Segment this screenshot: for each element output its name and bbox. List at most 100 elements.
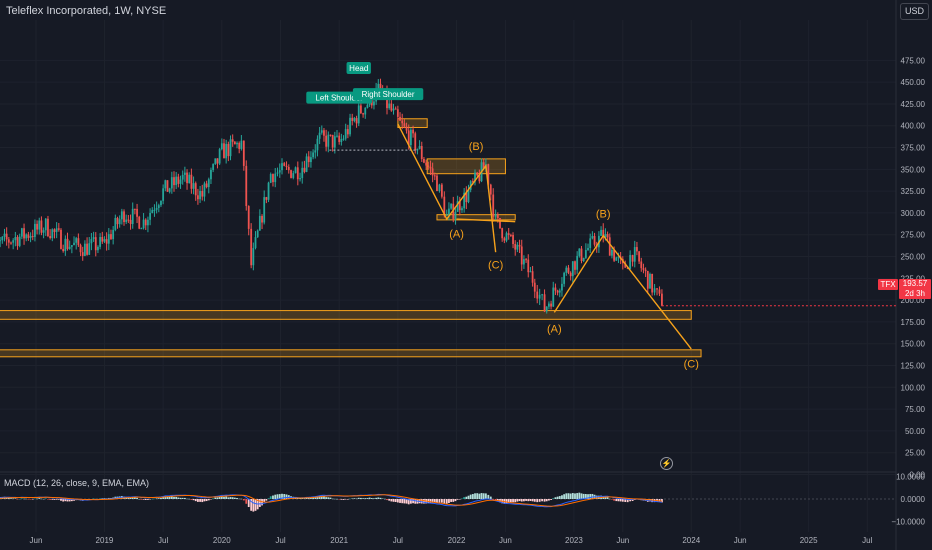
macd-histogram-bar bbox=[285, 494, 288, 499]
macd-histogram-bar bbox=[269, 496, 272, 499]
macd-histogram-bar bbox=[533, 499, 536, 502]
macd-histogram-bar bbox=[331, 498, 334, 500]
macd-histogram-bar bbox=[489, 496, 492, 499]
macd-histogram-bar bbox=[584, 494, 587, 499]
candle-body bbox=[283, 163, 286, 166]
price-axis-label: 450.00 bbox=[901, 78, 926, 87]
macd-histogram-bar bbox=[92, 498, 95, 499]
macd-histogram-bar bbox=[591, 493, 594, 499]
candle-body bbox=[199, 190, 201, 200]
macd-histogram-bar bbox=[531, 499, 534, 502]
candle-body bbox=[416, 148, 419, 151]
candle-body bbox=[254, 237, 257, 249]
price-axis-label: 225.00 bbox=[901, 274, 926, 283]
macd-histogram-bar bbox=[615, 499, 618, 502]
candle-body bbox=[578, 248, 581, 256]
macd-histogram-bar bbox=[541, 499, 544, 502]
macd-histogram-bar bbox=[177, 497, 180, 499]
candle-body bbox=[227, 143, 230, 157]
macd-histogram-bar bbox=[34, 498, 36, 500]
candle-body bbox=[351, 117, 354, 121]
candle-body bbox=[90, 239, 93, 244]
macd-histogram-bar bbox=[420, 499, 423, 504]
macd-axis-label: −10.0000 bbox=[891, 518, 925, 527]
candle-body bbox=[173, 177, 175, 186]
macd-histogram-bar bbox=[7, 497, 10, 499]
candle-body bbox=[36, 223, 38, 230]
currency-button[interactable]: USD bbox=[900, 3, 929, 20]
candle-body bbox=[461, 208, 463, 211]
candle-body bbox=[394, 108, 397, 110]
candle-body bbox=[580, 248, 583, 262]
candle-body bbox=[427, 165, 430, 167]
time-axis-label: 2023 bbox=[565, 536, 583, 545]
macd-histogram-bar bbox=[431, 499, 434, 503]
macd-histogram-bar bbox=[626, 499, 629, 503]
macd-histogram-bar bbox=[608, 498, 611, 500]
macd-histogram-bar bbox=[338, 499, 341, 500]
candle-body bbox=[79, 245, 82, 253]
candle-body bbox=[131, 208, 134, 224]
candle-body bbox=[438, 184, 441, 191]
candle-body bbox=[418, 146, 421, 149]
candle-body bbox=[55, 228, 58, 232]
time-axis-label: Jul bbox=[158, 536, 168, 545]
candle-body bbox=[638, 251, 640, 262]
candle-body bbox=[525, 259, 527, 261]
candle-body bbox=[456, 201, 459, 212]
zone-rect bbox=[397, 118, 428, 128]
macd-indicator-label[interactable]: MACD (12, 26, close, 9, EMA, EMA) bbox=[4, 478, 150, 488]
macd-histogram-bar bbox=[351, 498, 354, 499]
candle-body bbox=[14, 237, 17, 241]
candle-body bbox=[186, 172, 188, 184]
candle-body bbox=[290, 170, 292, 178]
candle-body bbox=[593, 236, 596, 245]
candle-body bbox=[523, 259, 525, 265]
candle-body bbox=[465, 192, 468, 203]
candle-body bbox=[454, 211, 457, 219]
pattern-label-box bbox=[352, 88, 424, 101]
macd-histogram-bar bbox=[436, 499, 438, 503]
macd-histogram-bar bbox=[20, 498, 23, 499]
candle-body bbox=[327, 134, 330, 147]
candle-body bbox=[563, 272, 566, 284]
macd-histogram-bar bbox=[299, 498, 301, 499]
candle-body bbox=[377, 83, 380, 89]
macd-histogram-bar bbox=[160, 497, 162, 499]
candle-body bbox=[60, 229, 62, 249]
candle-body bbox=[373, 101, 375, 106]
candle-body bbox=[1, 236, 4, 241]
macd-histogram-bar bbox=[480, 493, 483, 499]
candle-body bbox=[646, 271, 649, 289]
macd-histogram-bar bbox=[252, 499, 255, 512]
macd-histogram-bar bbox=[412, 499, 414, 504]
macd-histogram-bar bbox=[543, 499, 546, 502]
candle-body bbox=[611, 249, 613, 256]
macd-histogram-bar bbox=[188, 498, 191, 500]
macd-axis-label: 10.0000 bbox=[896, 473, 925, 482]
candle-body bbox=[550, 303, 552, 307]
macd-histogram-bar bbox=[68, 499, 71, 502]
lightning-icon[interactable]: ⚡ bbox=[660, 457, 673, 470]
candle-body bbox=[155, 207, 158, 210]
candle-body bbox=[651, 273, 654, 293]
macd-histogram-bar bbox=[51, 499, 54, 500]
macd-histogram-bar bbox=[186, 498, 188, 500]
macd-histogram-bar bbox=[512, 499, 514, 503]
candle-body bbox=[591, 236, 594, 239]
macd-histogram-bar bbox=[231, 497, 234, 499]
candle-body bbox=[88, 243, 91, 255]
macd-histogram-bar bbox=[399, 499, 401, 503]
macd-histogram-bar bbox=[342, 499, 345, 500]
macd-histogram-bar bbox=[381, 498, 384, 500]
candle-body bbox=[310, 157, 312, 163]
macd-histogram-bar bbox=[405, 499, 408, 504]
candle-body bbox=[600, 229, 602, 236]
macd-histogram-bar bbox=[303, 498, 306, 499]
macd-histogram-bar bbox=[38, 498, 41, 499]
macd-histogram-bar bbox=[305, 497, 308, 499]
macd-histogram-bar bbox=[377, 497, 380, 499]
wave-label: (A) bbox=[449, 228, 464, 240]
price-axis-label: 300.00 bbox=[901, 209, 926, 218]
